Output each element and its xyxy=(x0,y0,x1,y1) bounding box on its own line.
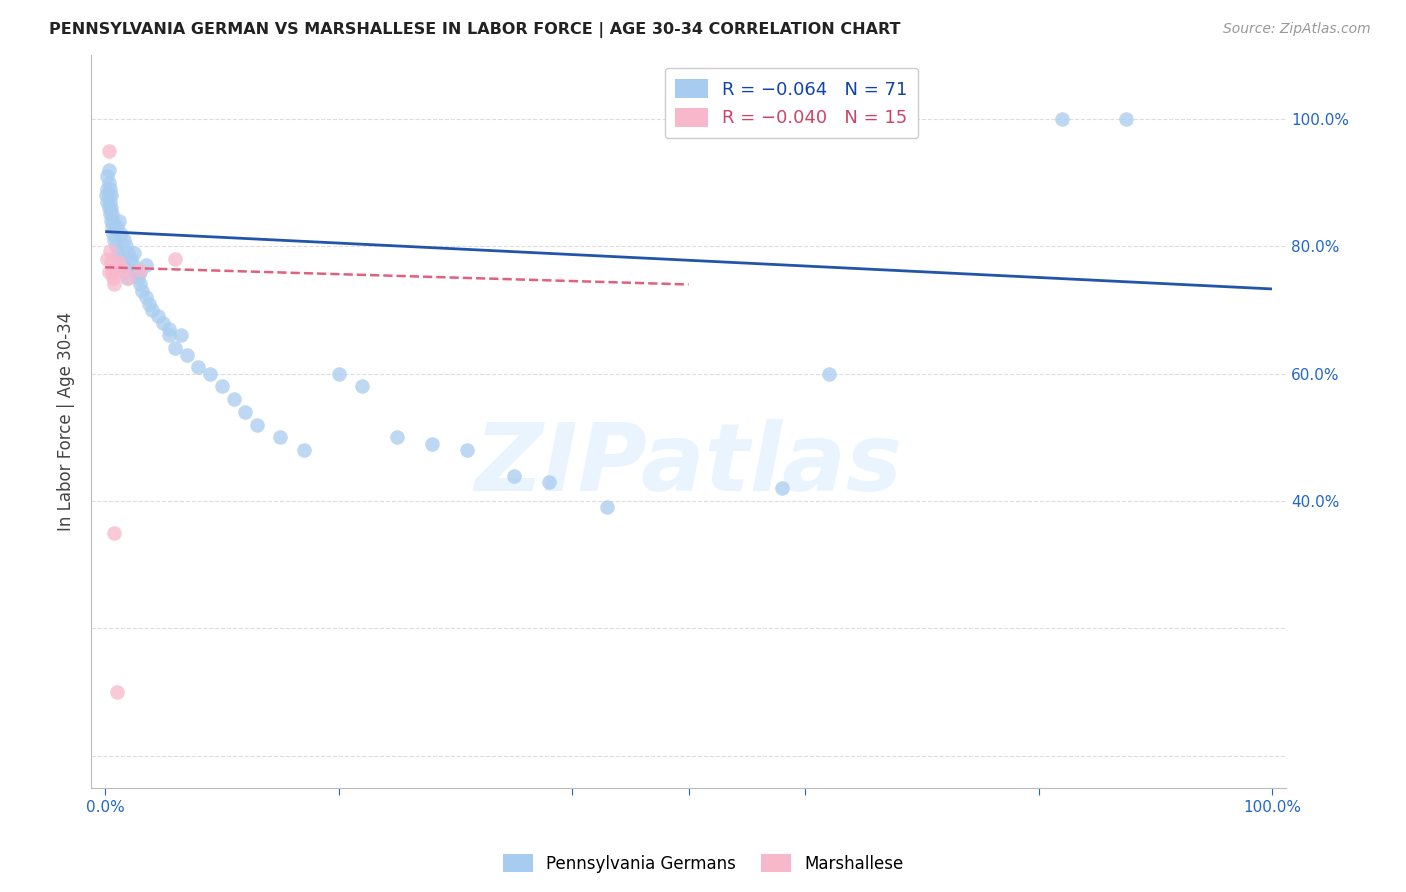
Point xyxy=(110,252,132,266)
Point xyxy=(101,207,124,221)
Point xyxy=(100,214,122,228)
Point xyxy=(108,214,131,228)
Point xyxy=(105,258,128,272)
Point xyxy=(104,265,127,279)
Point xyxy=(187,360,209,375)
Point xyxy=(100,201,122,215)
Point xyxy=(97,162,120,177)
Point xyxy=(120,252,142,266)
Point xyxy=(103,525,125,540)
Point xyxy=(198,367,221,381)
Point xyxy=(96,169,118,184)
Point xyxy=(97,201,120,215)
Point xyxy=(97,188,120,202)
Point xyxy=(110,227,132,241)
Point xyxy=(108,255,131,269)
Point xyxy=(96,252,118,266)
Point xyxy=(122,258,145,272)
Point xyxy=(117,271,139,285)
Point xyxy=(129,265,152,279)
Point xyxy=(138,296,160,310)
Point xyxy=(157,328,180,343)
Point xyxy=(420,436,443,450)
Point xyxy=(165,252,187,266)
Point xyxy=(456,443,478,458)
Point xyxy=(170,328,193,343)
Point xyxy=(246,417,269,432)
Point xyxy=(131,284,153,298)
Point xyxy=(165,341,187,355)
Point xyxy=(111,258,134,272)
Point xyxy=(105,685,128,699)
Text: Source: ZipAtlas.com: Source: ZipAtlas.com xyxy=(1223,22,1371,37)
Point xyxy=(103,271,125,285)
Point xyxy=(97,176,120,190)
Point xyxy=(105,220,128,235)
Point xyxy=(176,347,198,361)
Point xyxy=(114,265,136,279)
Point xyxy=(124,265,146,279)
Point xyxy=(107,245,129,260)
Point xyxy=(97,265,120,279)
Point xyxy=(157,322,180,336)
Point xyxy=(111,262,134,277)
Point xyxy=(98,207,121,221)
Point xyxy=(112,233,135,247)
Point xyxy=(124,245,146,260)
Point xyxy=(537,475,560,489)
Point xyxy=(146,310,169,324)
Point xyxy=(1115,112,1137,126)
Point xyxy=(101,265,124,279)
Point xyxy=(135,290,157,304)
Point xyxy=(101,220,124,235)
Point xyxy=(350,379,373,393)
Point xyxy=(104,239,127,253)
Point xyxy=(129,277,152,292)
Point xyxy=(135,258,157,272)
Point xyxy=(385,430,408,444)
Point xyxy=(328,367,350,381)
Point xyxy=(96,194,118,209)
Point xyxy=(98,244,121,258)
Point xyxy=(233,405,256,419)
Point xyxy=(127,271,149,285)
Point xyxy=(103,233,125,247)
Point xyxy=(1050,112,1073,126)
Point xyxy=(117,271,139,285)
Point xyxy=(141,302,163,317)
Point xyxy=(596,500,619,515)
Point xyxy=(211,379,233,393)
Point xyxy=(97,144,120,158)
Point xyxy=(117,245,139,260)
Y-axis label: In Labor Force | Age 30-34: In Labor Force | Age 30-34 xyxy=(58,312,75,531)
Point xyxy=(129,262,152,277)
Point xyxy=(817,367,839,381)
Point xyxy=(96,182,118,196)
Point xyxy=(103,220,125,235)
Legend: R = −0.064   N = 71, R = −0.040   N = 15: R = −0.064 N = 71, R = −0.040 N = 15 xyxy=(665,68,918,138)
Point xyxy=(103,214,125,228)
Point xyxy=(152,316,174,330)
Point xyxy=(96,188,118,202)
Point xyxy=(115,239,138,253)
Point xyxy=(502,468,524,483)
Point xyxy=(103,277,125,292)
Point xyxy=(100,255,122,269)
Point xyxy=(98,182,121,196)
Point xyxy=(269,430,291,444)
Point xyxy=(222,392,245,406)
Point xyxy=(103,227,125,241)
Point xyxy=(770,481,793,495)
Point xyxy=(292,443,315,458)
Point xyxy=(100,188,122,202)
Legend: Pennsylvania Germans, Marshallese: Pennsylvania Germans, Marshallese xyxy=(496,847,910,880)
Text: ZIPatlas: ZIPatlas xyxy=(474,419,903,511)
Text: PENNSYLVANIA GERMAN VS MARSHALLESE IN LABOR FORCE | AGE 30-34 CORRELATION CHART: PENNSYLVANIA GERMAN VS MARSHALLESE IN LA… xyxy=(49,22,901,38)
Point xyxy=(98,194,121,209)
